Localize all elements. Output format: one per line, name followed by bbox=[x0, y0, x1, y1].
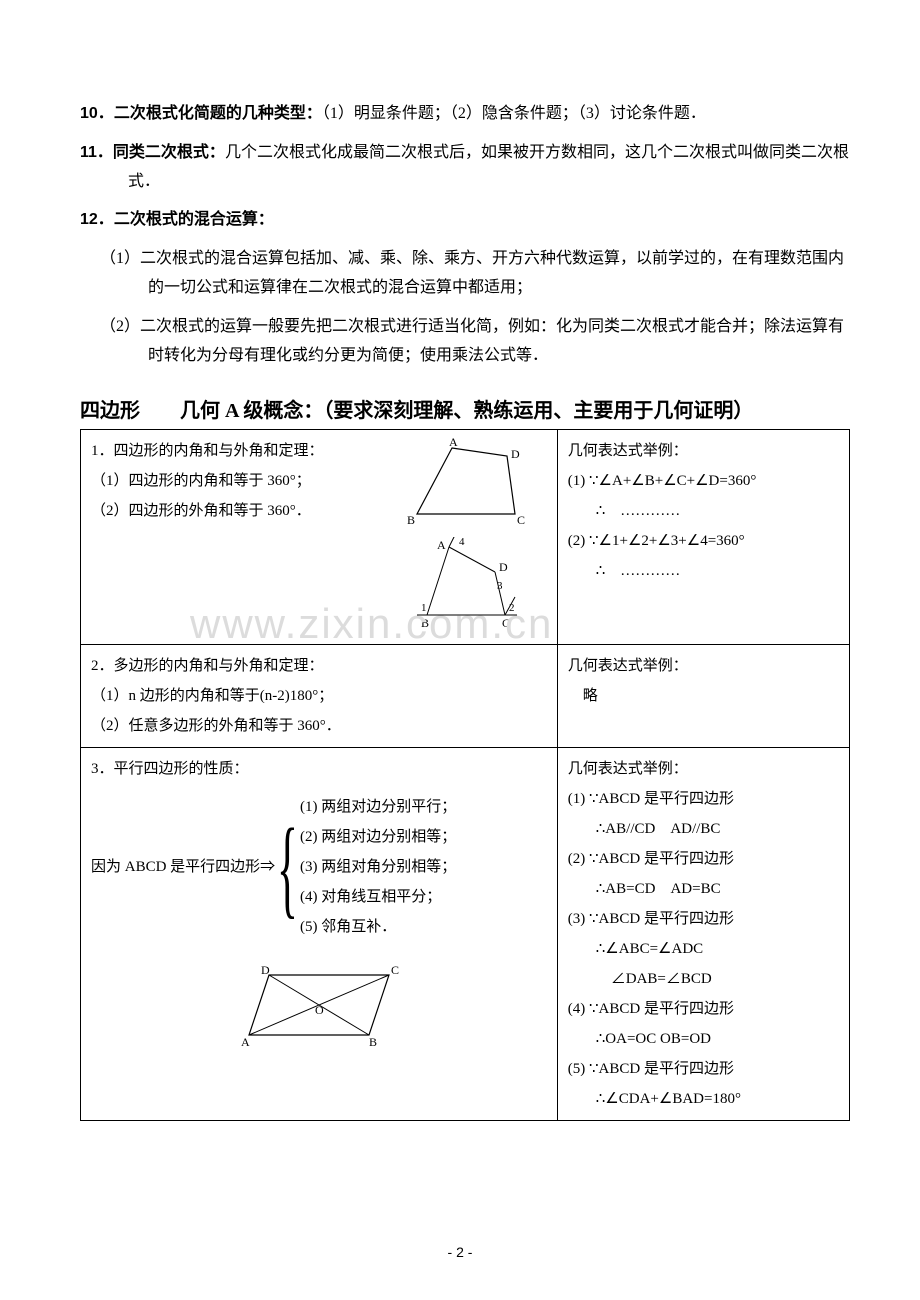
item-title: 二次根式化简题的几种类型： bbox=[114, 105, 322, 122]
page-number: - 2 - bbox=[0, 1244, 920, 1260]
quadrilateral-diagram: A D C B bbox=[397, 436, 547, 537]
expr-line: (3) ∵ABCD 是平行四边形 bbox=[568, 904, 839, 934]
cell-expr-2: 几何表达式举例： 略 bbox=[557, 645, 849, 748]
prop-line: (4) 对角线互相平分； bbox=[300, 882, 456, 912]
expr-line: ∴AB=CD AD=BC bbox=[568, 874, 839, 904]
sub-text: （2）二次根式的运算一般要先把二次根式进行适当化简，例如：化为同类二次根式才能合… bbox=[100, 318, 844, 364]
list-item-10: 10．二次根式化简题的几种类型：（1）明显条件题；（2）隐含条件题；（3）讨论条… bbox=[80, 100, 850, 129]
row-line: （1）n 边形的内角和等于(n-2)180°； bbox=[91, 681, 547, 711]
item-body: 几个二次根式化成最简二次根式后，如果被开方数相同，这几个二次根式叫做同类二次根式… bbox=[128, 144, 849, 190]
table-row: 1．四边形的内角和与外角和定理： （1）四边形的内角和等于 360°； （2）四… bbox=[81, 430, 850, 645]
expr-line: ∴ ………… bbox=[568, 496, 839, 526]
left-brace-icon: { bbox=[277, 818, 298, 917]
brace-block: 因为 ABCD 是平行四边形⇒ { (1) 两组对边分别平行； (2) 两组对边… bbox=[91, 792, 547, 942]
row-title: 1．四边形的内角和与外角和定理： bbox=[91, 436, 397, 466]
svg-text:D: D bbox=[499, 560, 508, 574]
cell-theorem-3: 3．平行四边形的性质： 因为 ABCD 是平行四边形⇒ { (1) 两组对边分别… bbox=[81, 748, 558, 1121]
row-line: （1）四边形的内角和等于 360°； bbox=[91, 466, 397, 496]
cell-expr-3: 几何表达式举例： (1) ∵ABCD 是平行四边形 ∴AB//CD AD//BC… bbox=[557, 748, 849, 1121]
item-title: 同类二次根式： bbox=[113, 144, 225, 161]
svg-text:A: A bbox=[437, 538, 446, 552]
item-body: （1）明显条件题；（2）隐含条件题；（3）讨论条件题． bbox=[322, 105, 706, 122]
expr-line: (2) ∵∠1+∠2+∠3+∠4=360° bbox=[568, 526, 839, 556]
prop-line: (1) 两组对边分别平行； bbox=[300, 792, 456, 822]
svg-text:B: B bbox=[369, 1035, 377, 1049]
prop-line: (3) 两组对角分别相等； bbox=[300, 852, 456, 882]
cell-theorem-1: 1．四边形的内角和与外角和定理： （1）四边形的内角和等于 360°； （2）四… bbox=[81, 430, 558, 645]
cell-expr-1: 几何表达式举例： (1) ∵∠A+∠B+∠C+∠D=360° ∴ ………… (2… bbox=[557, 430, 849, 645]
svg-text:4: 4 bbox=[459, 537, 465, 548]
expr-heading: 几何表达式举例： bbox=[568, 754, 839, 784]
list-sub-12-1: （1）二次根式的混合运算包括加、减、乘、除、乘方、开方六种代数运算，以前学过的，… bbox=[80, 245, 850, 303]
svg-text:A: A bbox=[449, 436, 458, 449]
item-number: 11． bbox=[80, 144, 113, 161]
svg-text:D: D bbox=[511, 447, 520, 461]
table-row: 2．多边形的内角和与外角和定理： （1）n 边形的内角和等于(n-2)180°；… bbox=[81, 645, 850, 748]
expr-heading: 几何表达式举例： bbox=[568, 651, 839, 681]
expr-line: (4) ∵ABCD 是平行四边形 bbox=[568, 994, 839, 1024]
svg-text:C: C bbox=[517, 513, 525, 526]
svg-text:C: C bbox=[391, 963, 399, 977]
item-number: 10． bbox=[80, 105, 114, 122]
expr-line: (1) ∵ABCD 是平行四边形 bbox=[568, 784, 839, 814]
expr-line: 略 bbox=[568, 681, 839, 711]
svg-text:3: 3 bbox=[497, 580, 503, 592]
svg-text:O: O bbox=[315, 1003, 324, 1017]
item-number: 12． bbox=[80, 211, 114, 228]
cell-theorem-2: 2．多边形的内角和与外角和定理： （1）n 边形的内角和等于(n-2)180°；… bbox=[81, 645, 558, 748]
row-line: （2）四边形的外角和等于 360°． bbox=[91, 496, 397, 526]
svg-text:1: 1 bbox=[421, 602, 427, 614]
expr-line: (5) ∵ABCD 是平行四边形 bbox=[568, 1054, 839, 1084]
svg-text:C: C bbox=[502, 616, 510, 627]
expr-line: (1) ∵∠A+∠B+∠C+∠D=360° bbox=[568, 466, 839, 496]
list-sub-12-2: （2）二次根式的运算一般要先把二次根式进行适当化简，例如：化为同类二次根式才能合… bbox=[80, 313, 850, 371]
expr-line: ∠DAB=∠BCD bbox=[568, 964, 839, 994]
lead-text: 因为 ABCD 是平行四边形⇒ bbox=[91, 852, 275, 882]
row-line: （2）任意多边形的外角和等于 360°． bbox=[91, 711, 547, 741]
prop-line: (2) 两组对边分别相等； bbox=[300, 822, 456, 852]
expr-line: ∴AB//CD AD//BC bbox=[568, 814, 839, 844]
svg-text:B: B bbox=[407, 513, 415, 526]
expr-line: ∴∠ABC=∠ADC bbox=[568, 934, 839, 964]
expr-line: ∴OA=OC OB=OD bbox=[568, 1024, 839, 1054]
geometry-table: 1．四边形的内角和与外角和定理： （1）四边形的内角和等于 360°； （2）四… bbox=[80, 429, 850, 1121]
list-item-11: 11．同类二次根式：几个二次根式化成最简二次根式后，如果被开方数相同，这几个二次… bbox=[80, 139, 850, 197]
section-heading: 四边形 几何 A 级概念：（要求深刻理解、熟练运用、主要用于几何证明） bbox=[80, 394, 850, 423]
list-item-12: 12．二次根式的混合运算： bbox=[80, 206, 850, 235]
svg-text:D: D bbox=[261, 963, 270, 977]
svg-text:A: A bbox=[241, 1035, 250, 1049]
expr-line: ∴∠CDA+∠BAD=180° bbox=[568, 1084, 839, 1114]
expr-line: ∴ ………… bbox=[568, 556, 839, 586]
expr-heading: 几何表达式举例： bbox=[568, 436, 839, 466]
exterior-angle-diagram: A 4 D 3 2 C 1 B bbox=[377, 537, 537, 627]
row-title: 2．多边形的内角和与外角和定理： bbox=[91, 651, 547, 681]
svg-text:B: B bbox=[421, 616, 429, 627]
expr-line: (2) ∵ABCD 是平行四边形 bbox=[568, 844, 839, 874]
parallelogram-diagram: A B C D O bbox=[91, 960, 547, 1061]
row-title: 3．平行四边形的性质： bbox=[91, 754, 547, 784]
table-row: 3．平行四边形的性质： 因为 ABCD 是平行四边形⇒ { (1) 两组对边分别… bbox=[81, 748, 850, 1121]
item-title: 二次根式的混合运算： bbox=[114, 211, 274, 228]
prop-line: (5) 邻角互补． bbox=[300, 912, 456, 942]
sub-text: （1）二次根式的混合运算包括加、减、乘、除、乘方、开方六种代数运算，以前学过的，… bbox=[100, 250, 844, 296]
svg-text:2: 2 bbox=[509, 602, 515, 614]
